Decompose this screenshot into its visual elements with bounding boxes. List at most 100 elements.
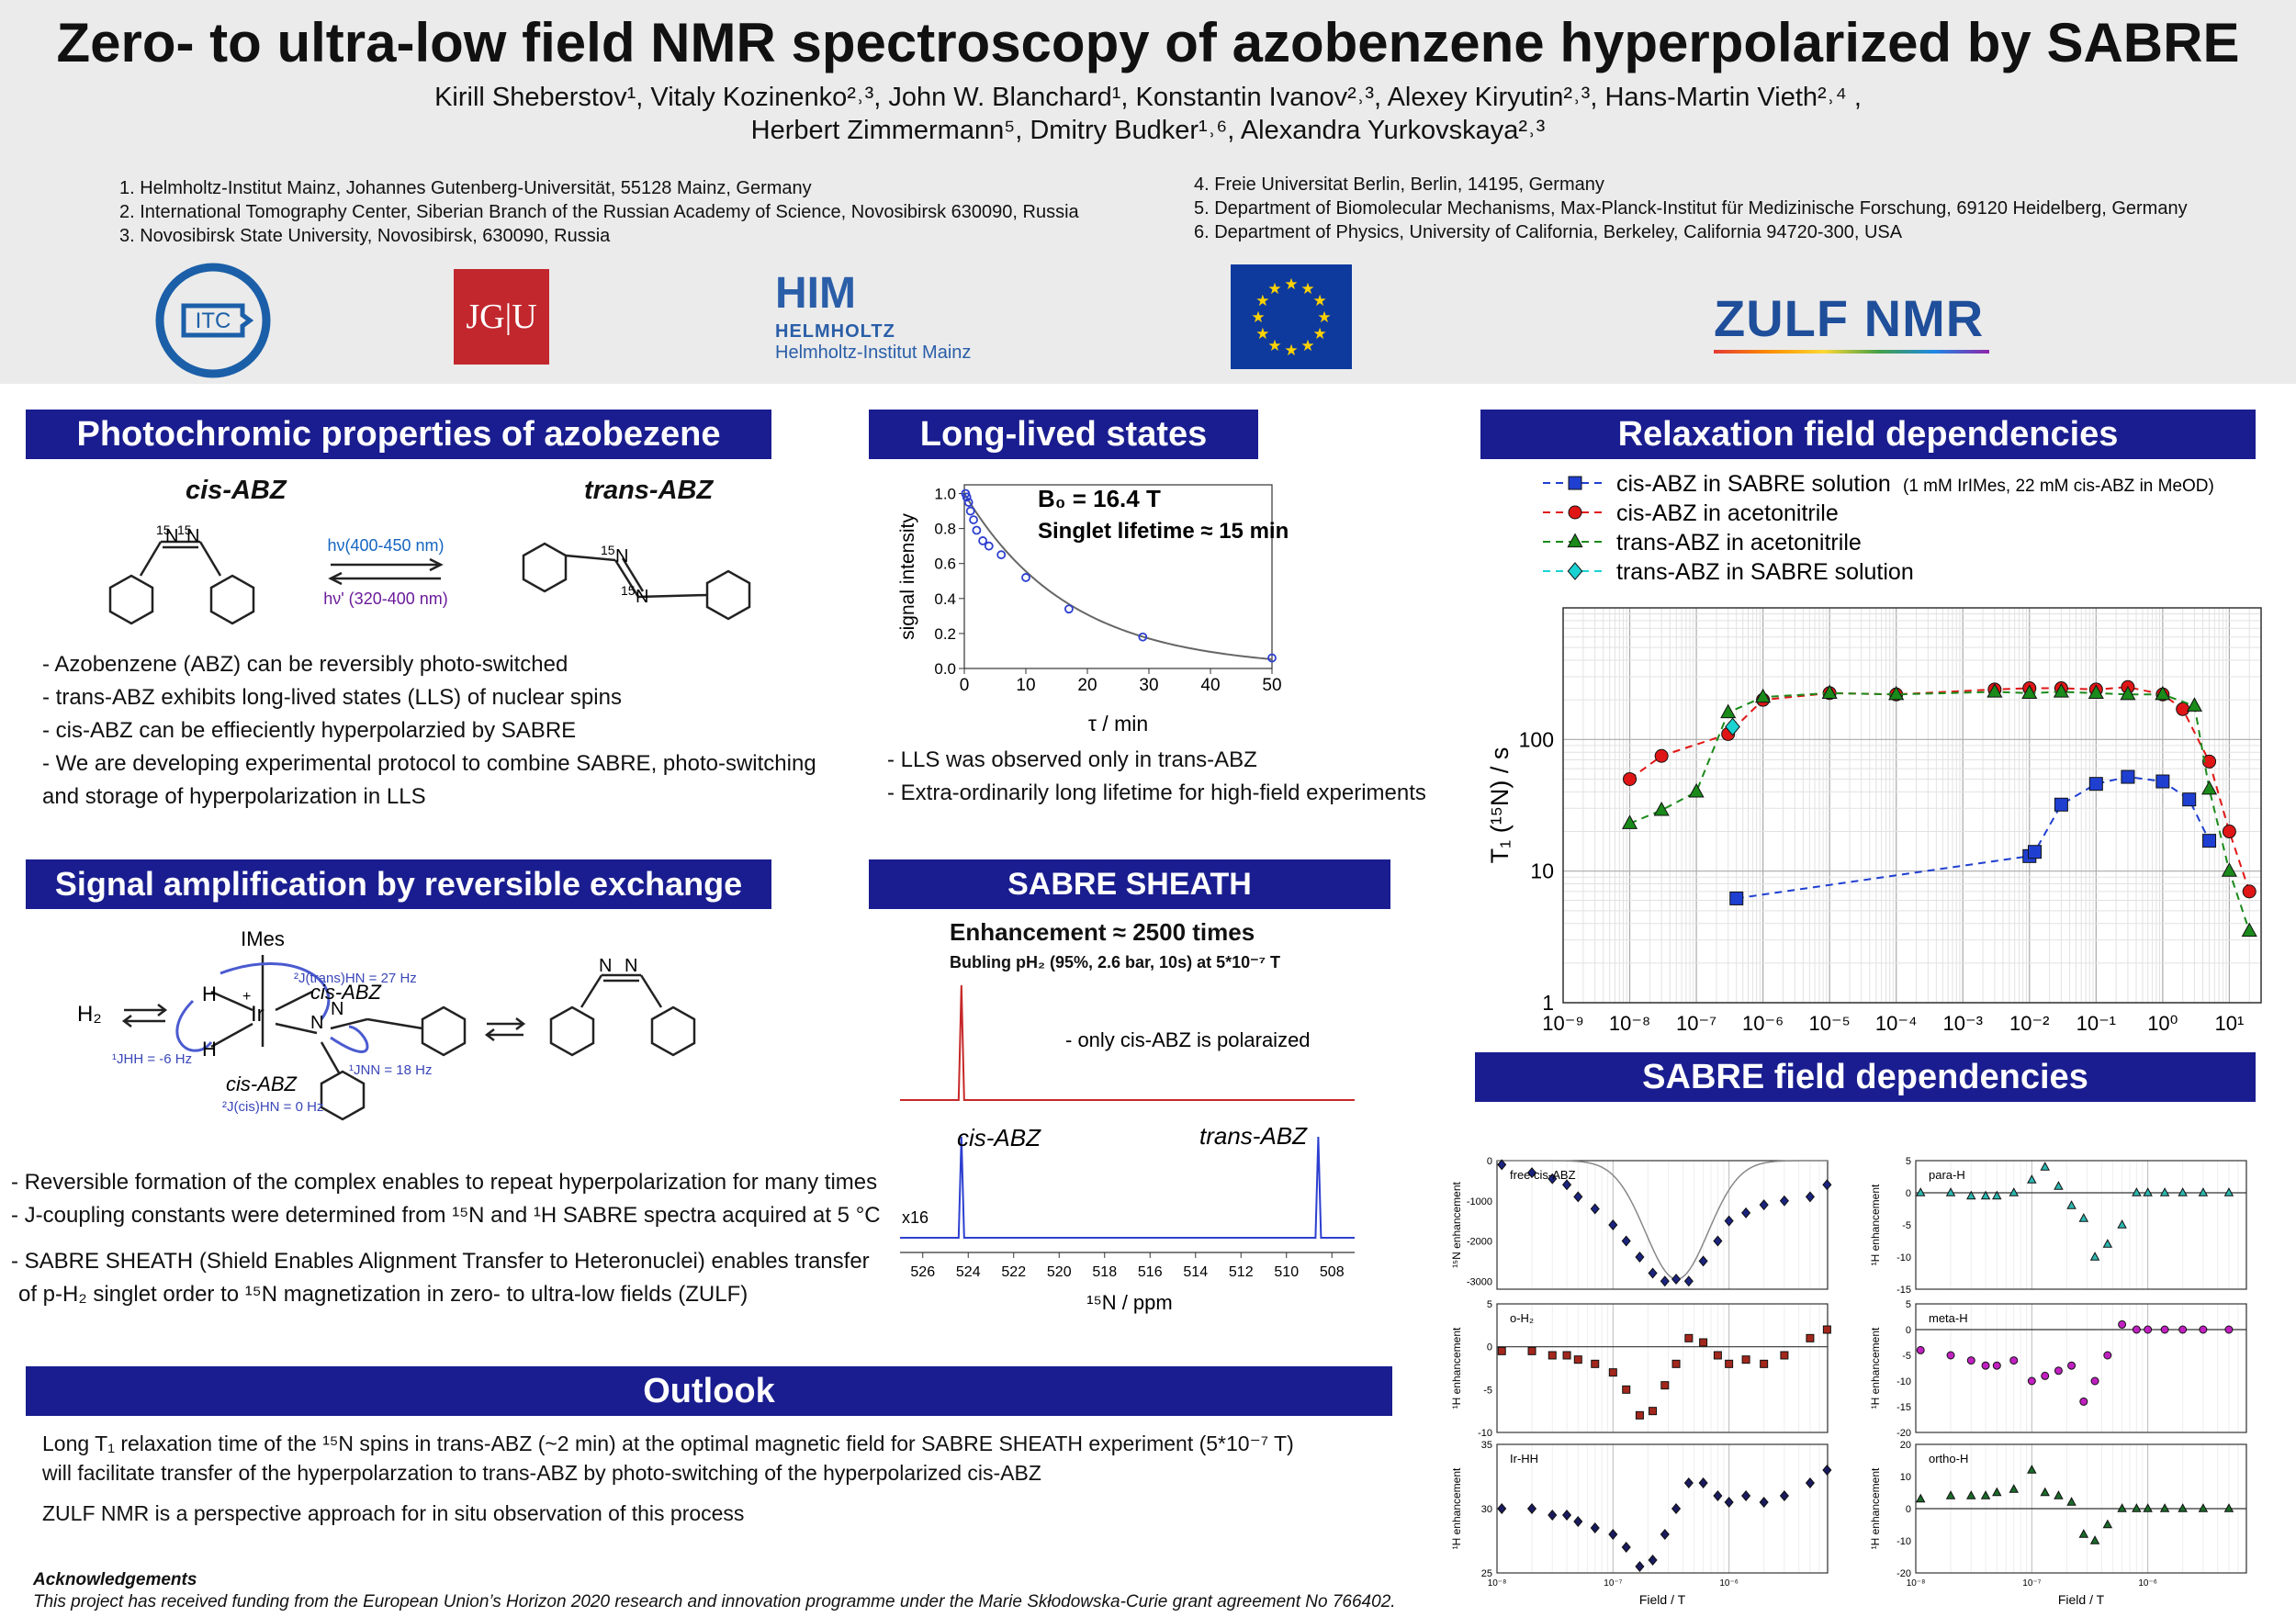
- him-logo-title: HIM: [775, 269, 856, 318]
- sabre-field-x-label: Field / T: [1639, 1592, 1686, 1607]
- sabre-field-point: [1760, 1359, 1769, 1368]
- sabre-field-point: [2132, 1503, 2142, 1512]
- sabre-field-x-tick: 10⁻⁸: [1907, 1578, 1926, 1589]
- sabre-field-y-tick: 0: [1906, 1504, 1911, 1515]
- sabre-field-frame: [1915, 1303, 2247, 1433]
- sabre-bullet-3: - SABRE SHEATH (Shield Enables Alignment…: [11, 1249, 870, 1274]
- cis-abz-complex-2: cis-ABZ: [226, 1072, 298, 1095]
- sabre-field-point: [1548, 1351, 1557, 1360]
- sabre-field-point: [2089, 1252, 2100, 1261]
- sheath-x-label: ¹⁵N / ppm: [1086, 1291, 1172, 1314]
- sabre-field-y-tick: -5: [1483, 1385, 1492, 1396]
- sabre-field-y-label: ¹H enhancement: [1869, 1327, 1882, 1409]
- relax-x-tick: 10⁻⁸: [1609, 1012, 1650, 1035]
- sabre-field-panel-label: meta-H: [1929, 1311, 1968, 1325]
- sabre-field-point: [1497, 1346, 1506, 1355]
- sabre-field-point: [1805, 1191, 1815, 1203]
- sabre-field-point: [1980, 1490, 1991, 1499]
- sabre-field-frame: [1496, 1443, 1829, 1574]
- sabre-field-point: [1713, 1235, 1723, 1247]
- eu-star-icon: ★: [1317, 309, 1331, 326]
- sheath-thermal-spectrum: [900, 1136, 1355, 1239]
- affiliation-6: 6. Department of Physics, University of …: [1194, 222, 1903, 242]
- sabre-field-point: [2160, 1325, 2169, 1334]
- j-nn-label: ¹JNN = 18 Hz: [349, 1062, 432, 1078]
- sabre-field-point: [2117, 1503, 2127, 1512]
- sabre-field-frame: [1496, 1303, 1829, 1433]
- relax-data-point: [2176, 702, 2190, 716]
- sabre-field-point: [1780, 1351, 1789, 1360]
- sabre-theory-curve: [1497, 1160, 1829, 1280]
- relax-legend-label: cis-ABZ in acetonitrile: [1616, 500, 1839, 526]
- relax-data-point: [2088, 777, 2103, 792]
- authors-line-1: Kirill Sheberstov¹, Vitaly Kozinenko²˒³,…: [434, 83, 1862, 112]
- lls-x-tick: 20: [1077, 676, 1097, 695]
- sabre-field-point: [1822, 1179, 1832, 1191]
- sabre-field-point: [1608, 1368, 1617, 1377]
- relax-data-point: [1623, 771, 1638, 786]
- relax-data-point: [1688, 782, 1705, 798]
- sabre-field-point: [2040, 1487, 2050, 1497]
- sabre-field-point: [1806, 1333, 1815, 1342]
- sabre-field-point: [2178, 1503, 2188, 1512]
- sheath-trans-label: trans-ABZ: [1199, 1122, 1308, 1150]
- sabre-field-point: [1724, 1215, 1734, 1227]
- sabre-field-point: [1713, 1490, 1723, 1501]
- lls-x-tick: 0: [960, 676, 970, 695]
- relax-data-point: [2186, 697, 2203, 712]
- lls-data-point: [1267, 653, 1277, 663]
- svg-text:N: N: [615, 546, 628, 567]
- sabre-field-x-tick: 10⁻⁸: [1488, 1578, 1507, 1589]
- outlook-p1b: will facilitate transfer of the hyperpol…: [42, 1461, 1041, 1485]
- svg-text:N: N: [331, 999, 343, 1019]
- lls-y-tick: 1.0: [934, 486, 956, 503]
- relax-data-point: [2054, 797, 2068, 812]
- relax-data-point: [2121, 769, 2135, 784]
- sabre-field-y-label: ¹H enhancement: [1869, 1184, 1882, 1265]
- relax-y-tick: 1: [1542, 991, 1554, 1015]
- sabre-field-point: [1621, 1542, 1631, 1553]
- sabre-field-point: [1822, 1325, 1831, 1334]
- relax-x-tick: 10⁻²: [2009, 1012, 2049, 1035]
- affiliation-1: 1. Helmholtz-Institut Mainz, Johannes Gu…: [119, 178, 812, 198]
- sheath-x-tick: 526: [910, 1264, 935, 1280]
- sheath-x-tick: 508: [1320, 1264, 1345, 1280]
- photochromic-bullet-2: - trans-ABZ exhibits long-lived states (…: [42, 685, 622, 710]
- sabre-field-y-tick: -20: [1896, 1568, 1911, 1579]
- sabre-field-point: [1591, 1359, 1600, 1368]
- sabre-field-point: [2103, 1351, 2112, 1360]
- sabre-field-y-tick: 30: [1481, 1504, 1492, 1515]
- lls-data-point: [1064, 604, 1074, 614]
- lls-fit-curve: [963, 493, 1273, 660]
- sabre-field-point: [1562, 1351, 1571, 1360]
- sabre-field-y-tick: 0: [1487, 1342, 1492, 1353]
- sabre-field-point: [2067, 1361, 2077, 1370]
- sabre-bullet-1: - Reversible formation of the complex en…: [11, 1170, 878, 1195]
- sheath-cis-label: cis-ABZ: [957, 1124, 1041, 1151]
- relax-y-tick: 10: [1530, 859, 1554, 883]
- sabre-field-point: [1660, 1275, 1670, 1287]
- svg-text:N: N: [186, 526, 199, 546]
- eu-star-icon: ★: [1255, 325, 1269, 342]
- relax-x-tick: 10⁰: [2147, 1012, 2178, 1035]
- sabre-field-point: [2224, 1325, 2234, 1334]
- relax-data-point: [1654, 748, 1669, 763]
- relax-data-point: [2242, 884, 2257, 899]
- sabre-field-point: [1741, 1490, 1751, 1501]
- sabre-field-point: [1671, 1359, 1681, 1368]
- lls-decay-chart: 0 10 20 30 40 50 0.0 0.2 0.4 0.6 0.8 1.0 signal inte…: [897, 484, 1289, 736]
- sheath-x-tick: 524: [956, 1264, 981, 1280]
- photochromic-heading: Photochromic properties of azobezene: [26, 410, 771, 459]
- relax-x-tick: 10⁻⁷: [1676, 1012, 1716, 1035]
- relax-legend-note: (1 mM IrIMes, 22 mM cis-ABZ in MeOD): [1903, 477, 2214, 496]
- photochromic-bullet-1: - Azobenzene (ABZ) can be reversibly pho…: [42, 652, 568, 677]
- lls-heading: Long-lived states: [869, 410, 1258, 459]
- lls-data-point: [972, 525, 982, 535]
- photochromic-bullets: - Azobenzene (ABZ) can be reversibly pho…: [42, 648, 816, 814]
- relax-data-point: [2021, 684, 2038, 699]
- sabre-field-point: [1497, 1159, 1507, 1171]
- j-cis-label: ²J(cis)HN = 0 Hz: [222, 1099, 323, 1115]
- sabre-field-point: [1660, 1529, 1670, 1540]
- relax-legend-marker: [1568, 476, 1582, 490]
- sabre-field-point: [1966, 1190, 1976, 1200]
